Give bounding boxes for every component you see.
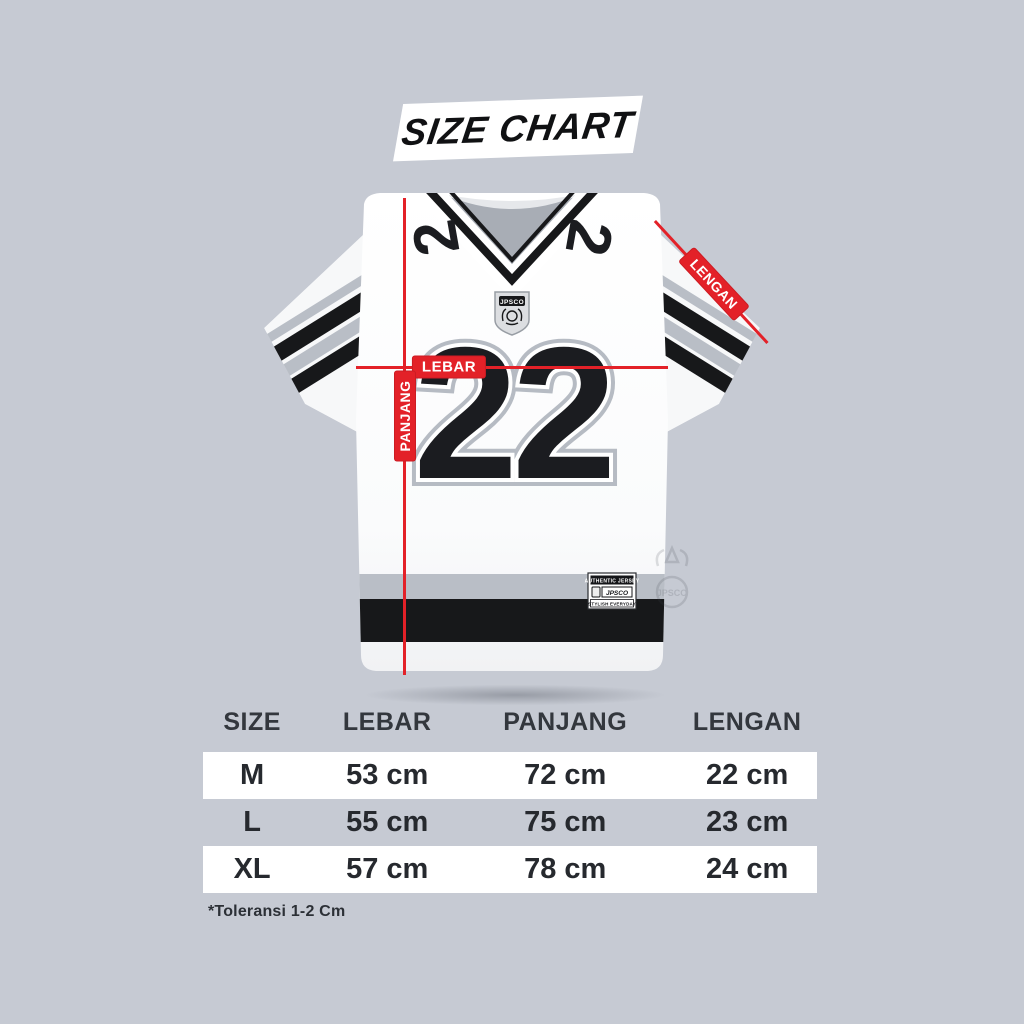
header-size: SIZE (223, 707, 281, 736)
collar-trim-outer-stripe (423, 193, 601, 286)
hem-label-top-text: AUTHENTIC JERSEY (585, 578, 640, 584)
cell-panjang: 78 cm (524, 853, 607, 885)
page-title: SIZE CHART (399, 103, 637, 153)
cell-lebar: 53 cm (346, 759, 429, 791)
sleeve-stripe-silver (264, 255, 399, 395)
watermark-text: JPSCO (657, 588, 688, 598)
cell-panjang: 75 cm (524, 806, 607, 838)
chest-number: 22 22 (405, 300, 624, 526)
length-label: PANJANG (394, 370, 416, 462)
cell-size: M (240, 759, 265, 791)
cell-lebar: 55 cm (346, 806, 429, 838)
table-body: M 53 cm 72 cm 22 cm L 55 cm 75 cm 23 cm … (203, 752, 817, 893)
jersey-drop-shadow (300, 680, 730, 710)
crest-label: JPSCO (500, 299, 524, 306)
header-lengan: LENGAN (692, 707, 802, 736)
jersey-body (356, 193, 668, 671)
cell-panjang: 72 cm (524, 759, 607, 791)
chest-number-digits: 22 (413, 308, 610, 518)
hem-label-mini-crest (591, 586, 601, 598)
title-box: SIZE CHART (393, 95, 643, 162)
sleeve-stripe-silver (625, 255, 760, 395)
width-label: LEBAR (411, 355, 487, 379)
hem-label-brand: JPSCO (606, 590, 628, 597)
width-line (356, 366, 668, 369)
size-table: SIZE LEBAR PANJANG LENGAN M 53 cm 72 cm … (203, 700, 817, 921)
cell-lebar: 57 cm (346, 853, 429, 885)
title-banner: SIZE CHART (393, 95, 643, 162)
table-footnote: *Toleransi 1-2 Cm (208, 903, 346, 920)
collar-trim (419, 193, 605, 300)
cell-lengan: 23 cm (706, 806, 789, 838)
header-panjang: PANJANG (503, 707, 628, 736)
hem-label-bottom-text: STYLISH EVERYDAY (588, 601, 636, 606)
table-row-m: M 53 cm 72 cm 22 cm (203, 752, 817, 799)
hem-label-brand-box (601, 586, 633, 598)
back-collar-band (443, 194, 581, 209)
brand-watermark: JPSCO (655, 544, 689, 609)
cell-size: L (243, 806, 261, 838)
hem-label-bottom-band (590, 599, 634, 608)
cell-lengan: 24 cm (706, 853, 789, 885)
chest-number-outer-outline: 22 (413, 308, 610, 518)
table-row-xl: XL 57 cm 78 cm 24 cm (203, 846, 817, 893)
table-header-row: SIZE LEBAR PANJANG LENGAN (203, 700, 817, 744)
cell-lengan: 22 cm (706, 759, 789, 791)
header-lebar: LEBAR (342, 707, 432, 736)
table-row-l: L 55 cm 75 cm 23 cm (203, 799, 817, 846)
hem-authenticity-label: AUTHENTIC JERSEY JPSCO STYLISH EVERYDAY (585, 572, 640, 610)
cell-size: XL (233, 853, 271, 885)
team-crest-patch: JPSCO (494, 291, 530, 336)
jersey-illustration: 2 2 JPSCO 22 22 AUTHENTIC JERSEY (264, 193, 760, 671)
hem-label-top-band (590, 575, 634, 585)
crest-banner (499, 296, 525, 306)
crest-laurel-emblem (501, 308, 523, 326)
collar-trim-inner-stripe (440, 193, 584, 263)
